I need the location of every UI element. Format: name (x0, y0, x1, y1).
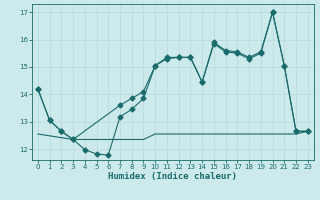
X-axis label: Humidex (Indice chaleur): Humidex (Indice chaleur) (108, 172, 237, 181)
